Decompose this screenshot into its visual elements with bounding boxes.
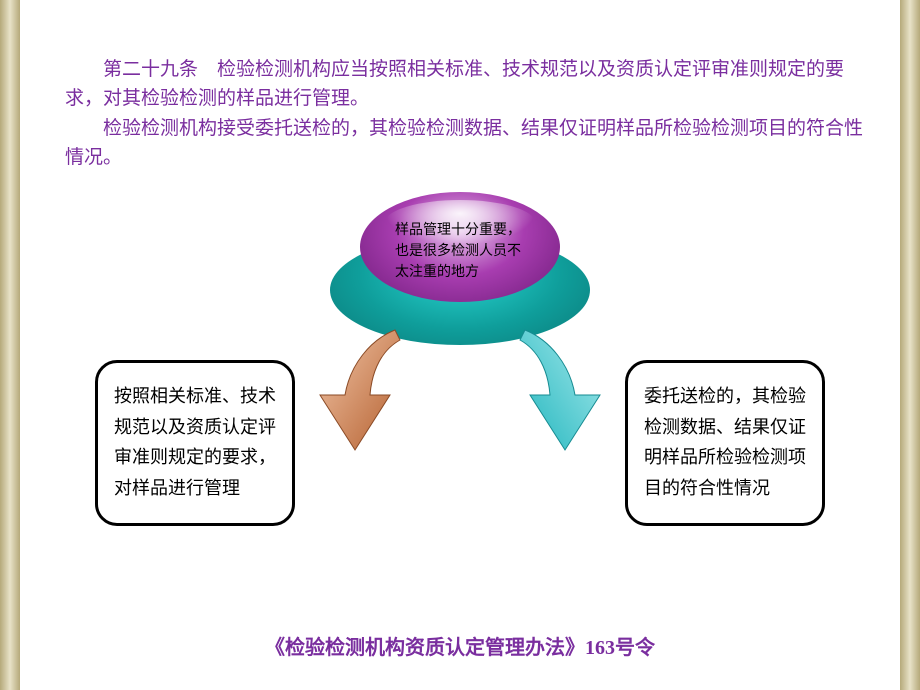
side-bar-left <box>0 0 20 690</box>
right-text-box: 委托送检的，其检验检测数据、结果仅证明样品所检验检测项目的符合性情况 <box>625 360 825 526</box>
footer-citation: 《检验检测机构资质认定管理办法》163号令 <box>0 631 920 660</box>
arrow-right-icon <box>500 325 620 465</box>
footer-text: 《检验检测机构资质认定管理办法》163号令 <box>265 637 655 659</box>
right-box-text: 委托送检的，其检验检测数据、结果仅证明样品所检验检测项目的符合性情况 <box>644 386 806 498</box>
arrow-left-icon <box>300 325 420 465</box>
heading-block: 第二十九条 检验检测机构应当按照相关标准、技术规范以及资质认定评审准则规定的要求… <box>65 55 865 173</box>
left-text-box: 按照相关标准、技术规范以及资质认定评审准则规定的要求，对样品进行管理 <box>95 360 295 526</box>
heading-line-1: 第二十九条 检验检测机构应当按照相关标准、技术规范以及资质认定评审准则规定的要求… <box>65 55 865 114</box>
heading-line-2: 检验检测机构接受委托送检的，其检验检测数据、结果仅证明样品所检验检测项目的符合性… <box>65 114 865 173</box>
side-bar-right <box>900 0 920 690</box>
oval-text: 样品管理十分重要，也是很多检测人员不太注重的地方 <box>395 220 525 283</box>
left-box-text: 按照相关标准、技术规范以及资质认定评审准则规定的要求，对样品进行管理 <box>114 386 276 498</box>
